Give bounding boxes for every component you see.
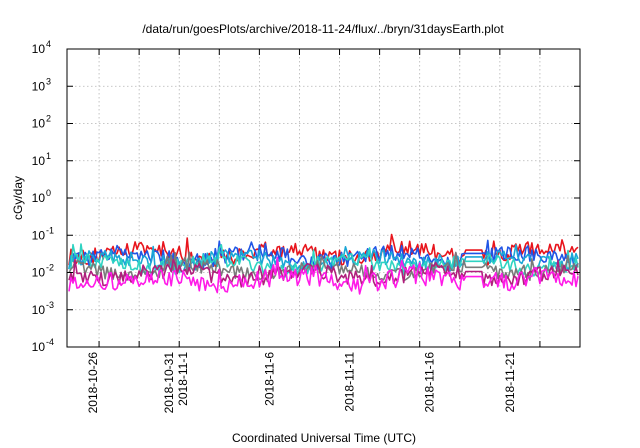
y-tick-label: 10 xyxy=(32,117,46,131)
y-tick-exponent: 1 xyxy=(46,151,51,161)
series-line xyxy=(68,251,579,283)
series-group xyxy=(68,233,579,295)
y-tick-label: 10 xyxy=(32,79,46,93)
x-axis-label: Coordinated Universal Time (UTC) xyxy=(232,431,416,445)
y-tick-label: 10 xyxy=(32,154,46,168)
series-line xyxy=(68,258,579,288)
y-tick-exponent: -3 xyxy=(46,300,54,310)
y-tick-label: 10 xyxy=(32,266,46,280)
y-tick-exponent: 3 xyxy=(46,76,51,86)
y-axis-label: cGy/day xyxy=(11,176,25,220)
x-tick-label: 2018-11-11 xyxy=(343,352,357,412)
series-line xyxy=(68,256,579,295)
y-tick-exponent: -1 xyxy=(46,225,54,235)
chart-title: /data/run/goesPlots/archive/2018-11-24/f… xyxy=(142,22,504,36)
y-tick-exponent: 4 xyxy=(46,39,51,49)
y-tick-exponent: 0 xyxy=(46,188,51,198)
x-tick-label: 2018-11-1 xyxy=(176,352,190,406)
x-tick-label: 2018-11-16 xyxy=(423,352,437,413)
x-tick-label: 2018-11-6 xyxy=(262,352,276,406)
grid-lines xyxy=(67,49,580,347)
y-tick-exponent: 2 xyxy=(46,114,51,124)
y-tick-label: 10 xyxy=(32,340,46,354)
y-tick-exponent: -2 xyxy=(46,263,54,273)
x-tick-label: 2018-11-21 xyxy=(503,352,517,413)
y-tick-label: 10 xyxy=(32,42,46,56)
x-axis-ticks: 2018-10-26 2018-10-31 2018-11-1 2018-11-6 20… xyxy=(86,49,541,414)
y-tick-label: 10 xyxy=(32,191,46,205)
y-tick-exponent: -4 xyxy=(46,337,54,347)
y-tick-label: 10 xyxy=(32,228,46,242)
x-tick-label: 2018-10-26 xyxy=(86,352,100,414)
x-tick-label: 2018-10-31 xyxy=(162,352,176,414)
y-tick-label: 10 xyxy=(32,303,46,317)
